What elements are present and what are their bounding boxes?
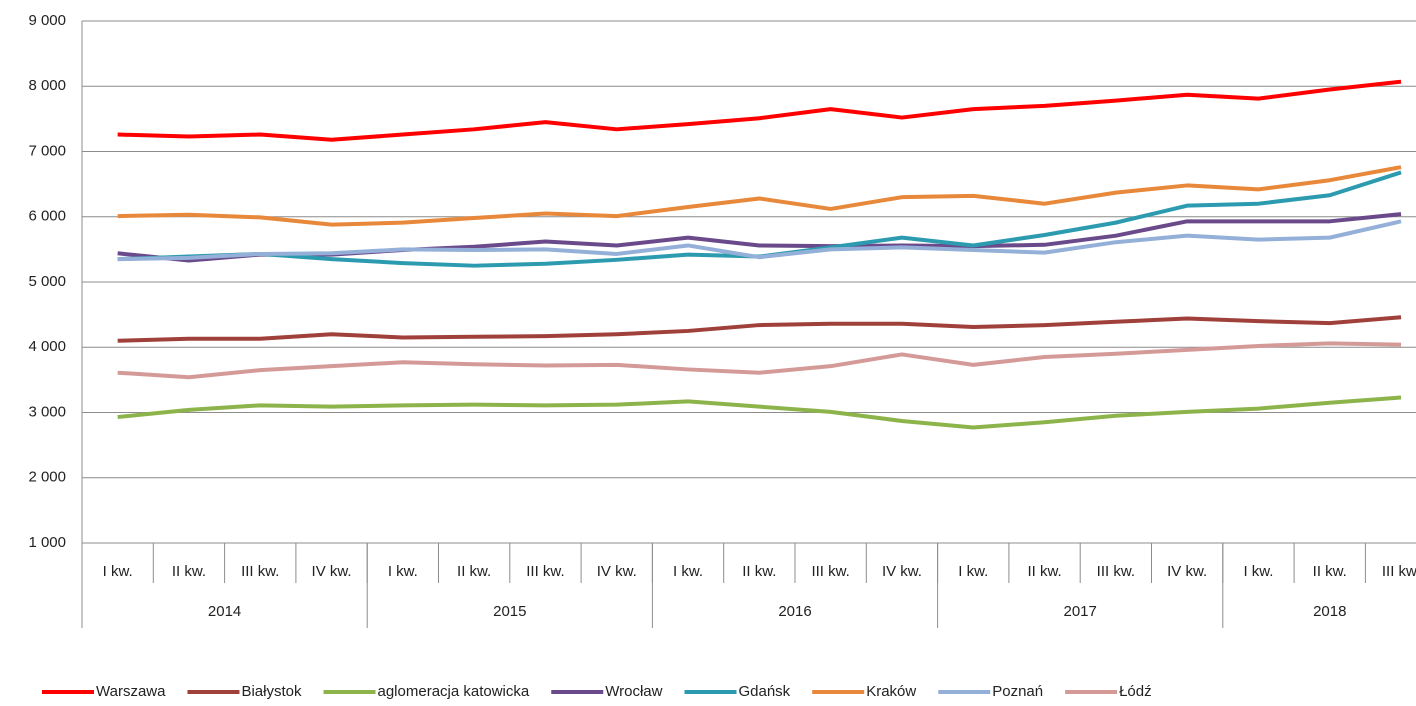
y-tick-label: 5 000 — [28, 273, 66, 290]
legend-label: Wrocław — [605, 683, 662, 700]
series-line — [117, 219, 1402, 262]
legend-label: Białystok — [241, 683, 302, 700]
x-tick-label: III kw. — [811, 563, 849, 580]
x-tick-label: I kw. — [673, 563, 703, 580]
y-tick-label: 9 000 — [28, 12, 66, 29]
x-tick-label: IV kw. — [1167, 563, 1207, 580]
x-tick-label: III kw. — [241, 563, 279, 580]
x-group-label: 2015 — [493, 603, 526, 620]
x-tick-label: IV kw. — [882, 563, 922, 580]
x-tick-label: II kw. — [457, 563, 491, 580]
x-tick-label: II kw. — [742, 563, 776, 580]
legend-label: Poznań — [992, 683, 1043, 700]
x-tick-label: II kw. — [1027, 563, 1061, 580]
x-group-label: 2016 — [778, 603, 811, 620]
x-tick-label: I kw. — [388, 563, 418, 580]
x-group-label: 2018 — [1313, 603, 1346, 620]
y-tick-label: 3 000 — [28, 403, 66, 420]
x-tick-label: I kw. — [1243, 563, 1273, 580]
legend-label: Gdańsk — [738, 683, 790, 700]
x-tick-label: III kw. — [1097, 563, 1135, 580]
series-line — [117, 79, 1402, 142]
x-tick-label: IV kw. — [312, 563, 352, 580]
series-line — [117, 315, 1402, 343]
legend-label: Kraków — [866, 683, 916, 700]
x-tick-label: II kw. — [172, 563, 206, 580]
y-tick-label: 6 000 — [28, 208, 66, 225]
y-tick-label: 8 000 — [28, 77, 66, 94]
x-tick-label: I kw. — [958, 563, 988, 580]
legend-label: aglomeracja katowicka — [378, 683, 530, 700]
legend-label: Łódź — [1119, 683, 1152, 700]
y-tick-label: 7 000 — [28, 142, 66, 159]
x-group-label: 2017 — [1064, 603, 1097, 620]
x-tick-label: IV kw. — [597, 563, 637, 580]
y-tick-label: 4 000 — [28, 338, 66, 355]
series-line — [117, 395, 1402, 430]
y-tick-label: 2 000 — [28, 469, 66, 486]
legend-label: Warszawa — [96, 683, 166, 700]
series-line — [117, 165, 1402, 227]
series-line — [117, 341, 1402, 380]
x-tick-label: II kw. — [1313, 563, 1347, 580]
x-group-label: 2014 — [208, 603, 241, 620]
x-tick-label: I kw. — [103, 563, 133, 580]
y-tick-label: 1 000 — [28, 534, 66, 551]
x-tick-label: III kw. — [1382, 563, 1416, 580]
x-tick-label: III kw. — [526, 563, 564, 580]
